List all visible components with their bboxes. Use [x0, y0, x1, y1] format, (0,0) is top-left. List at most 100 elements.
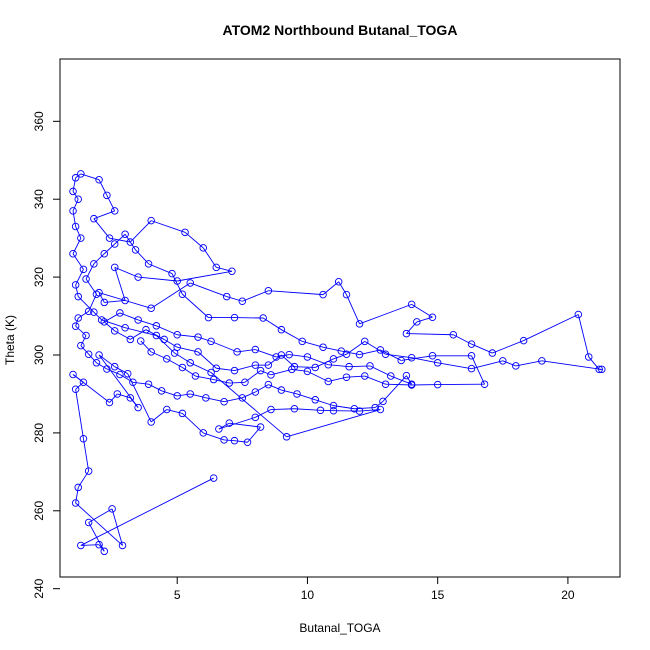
data-point [397, 356, 405, 365]
data-point [350, 404, 359, 413]
series-segment [72, 199, 79, 212]
series-segment [177, 270, 232, 282]
data-point [230, 436, 239, 445]
data-point [288, 365, 296, 374]
data-point [387, 372, 395, 380]
data-point [342, 290, 351, 299]
series-segment [588, 356, 600, 370]
data-point [147, 304, 155, 313]
data-point [134, 403, 142, 412]
data-point [407, 353, 416, 362]
data-point [69, 207, 77, 215]
data-point [433, 380, 442, 389]
data-point [194, 333, 202, 341]
data-point [74, 292, 82, 301]
series-segment [75, 502, 123, 546]
data-point [311, 363, 320, 372]
data-point [282, 433, 291, 441]
data-point [71, 499, 80, 507]
series-segment [226, 296, 243, 302]
data-point [79, 434, 88, 443]
series-segment [75, 381, 84, 390]
series-segment [75, 325, 87, 336]
data-point [77, 341, 85, 350]
series-segment [270, 408, 295, 410]
data-point [74, 195, 82, 203]
data-point [95, 351, 103, 359]
series-segment [161, 390, 178, 397]
data-point [110, 362, 119, 371]
series-segment [382, 375, 407, 402]
series-segment [268, 384, 282, 391]
series-segment [75, 269, 84, 286]
series-segment [177, 393, 191, 397]
axes-layer: 5 10 15 20 240 260 280 300 320 340 360 [32, 111, 575, 602]
series-segment [114, 366, 128, 375]
series-segment [471, 343, 493, 354]
series-segment [406, 333, 454, 336]
data-point [329, 406, 338, 415]
data-point [136, 337, 145, 345]
data-point [428, 352, 437, 360]
data-point [371, 403, 379, 412]
data-point [103, 191, 111, 200]
data-point [293, 390, 301, 398]
data-point [337, 347, 346, 355]
data-point [329, 355, 338, 363]
series-segment [130, 220, 152, 243]
data-point [77, 170, 85, 178]
series-segment [138, 276, 178, 282]
data-point [194, 348, 202, 356]
data-point [251, 413, 260, 422]
data-point [71, 385, 80, 394]
data-point [152, 322, 161, 330]
data-point [199, 429, 208, 437]
data-point [598, 365, 606, 374]
series-segment [88, 508, 113, 523]
data-point [118, 541, 127, 550]
data-point [499, 357, 507, 365]
data-point [126, 394, 135, 402]
series-segment [72, 191, 79, 200]
data-point [241, 378, 249, 387]
data-point [467, 364, 476, 373]
series-segment [416, 316, 433, 323]
data-point [467, 352, 476, 360]
series-segment [260, 370, 272, 376]
data-point [134, 316, 142, 324]
series-segment [103, 321, 115, 332]
data-point [519, 336, 528, 345]
y-tick-label: 260 [32, 500, 46, 520]
data-point [207, 368, 215, 377]
data-point [324, 360, 333, 369]
series-segment [197, 351, 217, 369]
series-segment [502, 360, 516, 367]
data-point [147, 418, 155, 426]
series-segment [242, 391, 256, 399]
series-segment [286, 409, 381, 438]
x-tick-label: 5 [174, 588, 181, 602]
series-segment [150, 282, 191, 309]
series-segment [216, 266, 233, 272]
y-axis-label: Theta (K) [3, 315, 17, 365]
series-segment [98, 179, 108, 196]
data-point [173, 330, 181, 339]
series-segment [148, 263, 173, 275]
series-segment [114, 267, 126, 301]
data-point [256, 366, 265, 375]
series-segment [150, 351, 167, 360]
series-segment [281, 329, 303, 342]
series-segment [148, 383, 162, 392]
data-point [277, 386, 286, 394]
series-segment [75, 226, 82, 239]
data-point [319, 343, 327, 351]
data-point [433, 359, 442, 367]
data-point [381, 380, 390, 388]
data-point [303, 353, 312, 361]
data-point [251, 361, 260, 369]
series-segment [72, 210, 77, 227]
data-point [123, 369, 132, 378]
data-point [267, 371, 275, 379]
data-point [173, 343, 181, 351]
